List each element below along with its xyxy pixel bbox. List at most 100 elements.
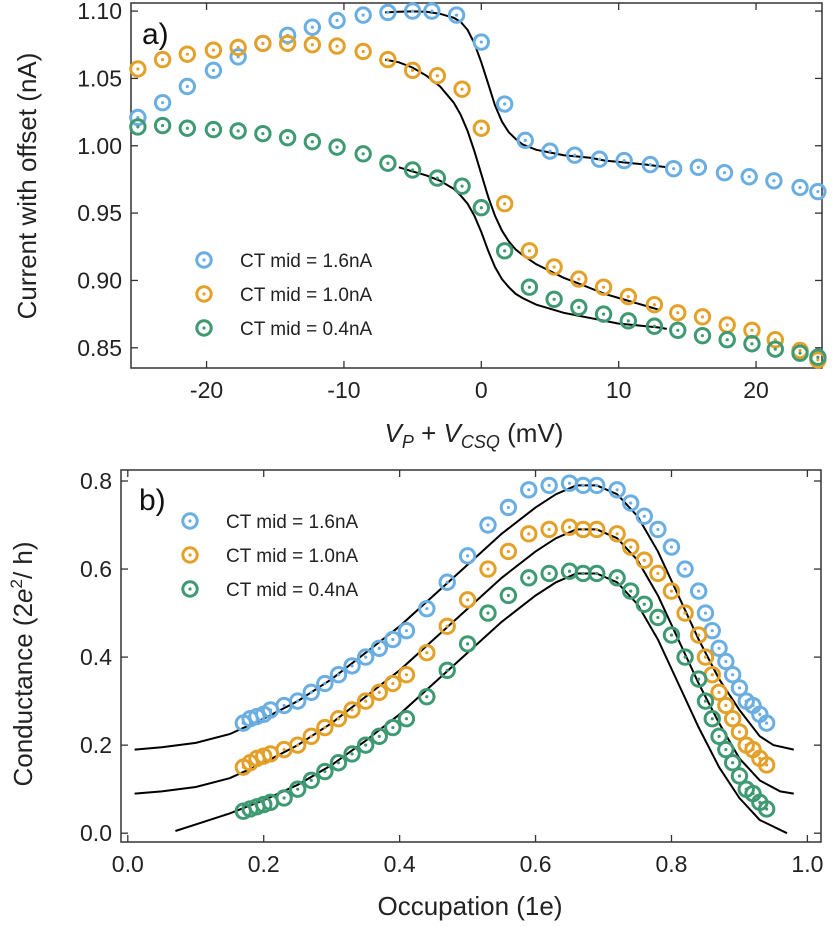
panel-a-data-point (379, 3, 397, 22)
panel-b-data-point-dot (506, 505, 510, 510)
panel-b-data-point-dot (710, 673, 714, 677)
panel-b-data-point-dot (391, 681, 395, 686)
panel-b-data-point-ring (288, 780, 307, 798)
panel-b-data-point-ring (622, 582, 640, 600)
panel-a-data-point-ring (354, 42, 372, 61)
panel-b-data-point-ring (316, 762, 334, 781)
panel-b-data-point (288, 692, 307, 710)
panel-a-data-point (541, 142, 559, 160)
panel-b-data-point-dot (486, 611, 490, 615)
panel-b-data-point (622, 538, 640, 556)
panel-a-data-point-dot (676, 328, 680, 332)
panel-a-data-point-ring (645, 295, 664, 314)
panel-b-data-point-ring (717, 652, 735, 671)
panel-a-data-point-ring (303, 133, 322, 151)
panel-b-data-point-dot (296, 699, 300, 703)
panel-a-data-point-ring (740, 168, 758, 186)
panel-b-data-point-dot (669, 545, 674, 549)
panel-b-data-point-ring (689, 626, 708, 644)
panel-b-data-point-dot (656, 571, 660, 576)
panel-b-data-point-dot (703, 611, 708, 615)
panel-b-data-point-dot (595, 483, 599, 488)
panel-b-data-point-dot (669, 589, 674, 593)
panel-a-data-point-ring (153, 50, 172, 69)
panel-b-data-point (723, 666, 742, 684)
panel-a-data-point-dot (411, 9, 415, 13)
panel-a-data-point-ring (472, 199, 491, 217)
panel-b-data-point-ring (520, 481, 538, 499)
panel-b-data-point-ring (540, 520, 558, 539)
panel-a-legend-label: CT mid = 0.4nA (240, 319, 373, 340)
panel-a-data-point (520, 278, 539, 296)
panel-b-data-point-ring (608, 569, 626, 587)
panel-b-data-point-dot (527, 532, 531, 536)
panel-a-data-point-dot (261, 132, 265, 136)
panel-a-data-point-ring (545, 258, 563, 276)
panel-a-data-point-ring (229, 48, 247, 66)
panel-b-data-point-dot (466, 642, 470, 646)
panel-a-data-point-dot (185, 52, 189, 56)
panel-b-data-point-dot (751, 703, 755, 708)
panel-a-data-point-dot (676, 311, 680, 315)
panel-a-data-point (766, 340, 784, 358)
panel-a-data-point-ring (472, 119, 491, 137)
panel-a-data-point (619, 287, 638, 306)
panel-b-legend-marker-ring (181, 546, 199, 564)
panel-a-data-point-ring (153, 93, 172, 112)
panel-b-data-point (703, 710, 721, 728)
panel-a-data-point-ring (594, 305, 613, 323)
panel-a-data-point (718, 316, 736, 334)
panel-a-data-point-ring (428, 169, 447, 187)
panel-a-data-point-dot (652, 324, 657, 328)
panel-a-fit-line (384, 58, 661, 312)
panel-b-data-point-dot (282, 747, 286, 752)
panel-a-data-point-ring (403, 2, 422, 20)
panel-a-data-point-ring (472, 33, 491, 51)
panel-b-data-point-ring (662, 626, 681, 644)
panel-a-data-point-dot (335, 44, 339, 48)
panel-b-data-point-dot (567, 481, 572, 485)
panel-a-data-point (278, 128, 297, 147)
panel-b-data-point-ring (622, 538, 640, 556)
panel-a-data-point (153, 50, 172, 69)
panel-a-data-point-dot (310, 43, 314, 47)
panel-b-data-point (689, 670, 708, 688)
panel-b-data-point-ring (676, 648, 694, 666)
panel-a-label: a) (142, 18, 169, 51)
panel-b-data-point-ring (356, 692, 375, 710)
panel-a-data-point-ring (743, 335, 761, 353)
panel-b-data-point-ring (479, 560, 497, 578)
panel-a-data-point-ring (693, 308, 712, 326)
panel-a-data-point-dot (503, 102, 507, 106)
panel-b-data-point (343, 745, 361, 763)
panel-b-legend-label: CT mid = 1.6nA (226, 512, 359, 533)
panel-a-data-point-dot (361, 152, 365, 156)
panel-b-data-point-ring (635, 507, 654, 525)
panel-b-data-point-ring (343, 745, 361, 763)
panel-b-data-point-ring (397, 621, 416, 640)
panel-a-data-point (204, 41, 223, 59)
panel-a-data-point-ring (590, 150, 609, 168)
panel-b-data-point-dot (581, 483, 585, 488)
panel-b-data-point-dot (758, 712, 762, 716)
panel-a-data-point (619, 312, 638, 330)
panel-b-data-point-dot (765, 807, 769, 811)
panel-b-data-point (662, 582, 681, 600)
panel-a-data-point-dot (211, 48, 216, 52)
panel-a-legend-marker-ring (195, 319, 213, 337)
panel-b-data-point-dot (425, 695, 429, 699)
panel-b-data-point (540, 564, 558, 583)
panel-b-data-point-ring (288, 692, 307, 710)
panel-a-data-point-dot (648, 163, 652, 167)
panel-b-data-point-dot (581, 527, 585, 532)
panel-a-data-point-ring (645, 317, 664, 335)
panel-a-data-point-dot (725, 323, 729, 327)
panel-b-xlabel: Occupation (1e) (378, 891, 563, 921)
panel-a-xlabel: VP + VCSQ (mV) (385, 418, 564, 452)
panel-a-data-point (809, 182, 827, 201)
panel-b-data-point-dot (683, 567, 687, 571)
panel-b-data-point-dot (683, 611, 687, 615)
panel-b-data-point-ring (608, 525, 626, 543)
panel-b-data-point-dot (336, 717, 341, 721)
